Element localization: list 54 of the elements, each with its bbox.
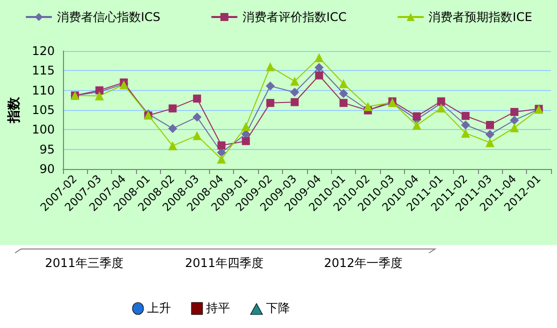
point	[340, 98, 348, 107]
point	[266, 82, 275, 91]
y-tick-label: 105	[32, 103, 55, 117]
point	[216, 154, 226, 164]
point	[315, 71, 324, 80]
point	[217, 141, 226, 150]
point	[485, 130, 494, 139]
y-tick-label: 115	[32, 64, 55, 78]
text: 上升	[147, 300, 171, 317]
legend-label: 消费者预期指数ICE	[428, 10, 532, 24]
point	[461, 120, 470, 130]
y-tick-label: 110	[32, 83, 55, 98]
point	[363, 102, 372, 111]
point	[290, 98, 299, 106]
point	[241, 122, 250, 132]
text: 2011年三季度	[45, 255, 124, 272]
point	[168, 124, 178, 133]
point	[290, 88, 300, 97]
point	[314, 53, 324, 62]
text: 下降	[266, 300, 290, 317]
legend-label: 消费者评价指数ICC	[242, 10, 347, 24]
point	[339, 79, 348, 88]
y-tick-label: 95	[40, 142, 55, 156]
point	[461, 128, 470, 138]
point	[193, 94, 202, 103]
point	[290, 76, 300, 86]
point	[168, 104, 177, 112]
y-axis-title: 指数	[7, 96, 22, 124]
point	[94, 91, 104, 100]
text: 2011年四季度	[185, 255, 264, 272]
point	[510, 116, 519, 125]
point	[486, 120, 494, 129]
point	[242, 137, 250, 146]
point	[168, 141, 178, 150]
point	[192, 112, 202, 122]
point	[412, 120, 422, 130]
point	[314, 63, 324, 72]
point	[339, 88, 348, 98]
point	[266, 98, 274, 107]
point	[510, 123, 519, 132]
point	[437, 97, 446, 106]
point	[192, 131, 202, 140]
point	[510, 108, 518, 116]
y-tick-label: 100	[32, 122, 55, 137]
text: 2012年一季度	[324, 255, 403, 272]
point	[412, 112, 421, 120]
y-tick-label: 120	[32, 44, 55, 58]
point	[436, 104, 446, 113]
point	[266, 62, 275, 72]
text: 持平	[206, 300, 230, 317]
point	[462, 112, 470, 120]
point	[485, 138, 494, 148]
legend-label: 消费者信心指数ICS	[56, 10, 160, 24]
y-tick-label: 90	[40, 162, 55, 176]
